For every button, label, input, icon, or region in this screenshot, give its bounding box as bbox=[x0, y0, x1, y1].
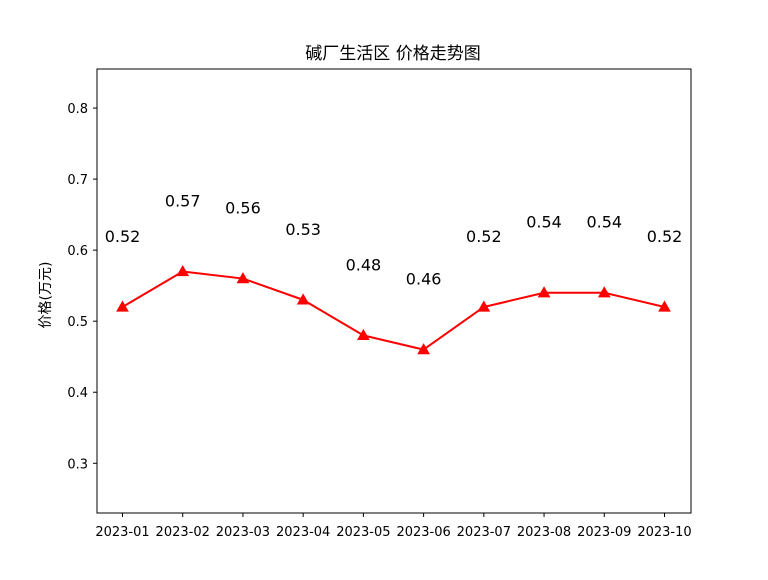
data-label: 0.57 bbox=[165, 191, 201, 210]
data-label: 0.56 bbox=[225, 199, 261, 218]
x-tick-label: 2023-01 bbox=[95, 525, 149, 540]
price-series-line bbox=[121, 270, 665, 351]
y-tick-label: 0.3 bbox=[67, 457, 88, 472]
data-label: 0.54 bbox=[526, 213, 562, 232]
x-tick-label: 2023-10 bbox=[637, 525, 691, 540]
x-tick-label: 2023-04 bbox=[276, 525, 330, 540]
data-label: 0.52 bbox=[647, 227, 683, 246]
data-point-marker bbox=[357, 328, 370, 341]
data-point-marker bbox=[658, 300, 671, 312]
y-tick-label: 0.5 bbox=[67, 315, 88, 330]
data-point-marker bbox=[417, 343, 430, 355]
data-point-marker bbox=[296, 293, 310, 305]
chart-title: 碱厂生活区 价格走势图 bbox=[305, 44, 480, 64]
y-tick-label: 0.8 bbox=[67, 102, 88, 117]
data-label: 0.46 bbox=[406, 270, 442, 289]
x-tick-label: 2023-06 bbox=[396, 525, 450, 540]
y-tick-label: 0.6 bbox=[67, 244, 88, 259]
data-point-marker bbox=[477, 300, 491, 312]
x-tick-label: 2023-09 bbox=[577, 525, 631, 540]
data-label: 0.53 bbox=[285, 220, 321, 239]
y-tick-label: 0.7 bbox=[67, 173, 88, 188]
x-tick-label: 2023-03 bbox=[216, 525, 270, 540]
data-point-marker bbox=[537, 286, 551, 298]
data-point-marker bbox=[176, 264, 190, 277]
x-tick-label: 2023-07 bbox=[457, 525, 511, 540]
data-point-marker bbox=[597, 286, 611, 298]
plot-frame bbox=[96, 68, 692, 514]
data-label: 0.54 bbox=[586, 213, 622, 232]
x-tick-label: 2023-08 bbox=[517, 525, 571, 540]
data-label: 0.48 bbox=[346, 255, 382, 274]
data-label: 0.52 bbox=[466, 227, 502, 246]
x-tick-label: 2023-02 bbox=[156, 525, 210, 540]
y-tick-label: 0.4 bbox=[67, 386, 88, 401]
data-point-marker bbox=[236, 272, 250, 284]
y-axis-label: 价格(万元) bbox=[38, 262, 54, 329]
data-point-marker bbox=[116, 300, 129, 312]
chart-marks: 0.3 0.4 0.5 0.6 0.7 0.8 2023-01 2023-02 2023-03 2… bbox=[67, 68, 692, 540]
x-tick-label: 2023-05 bbox=[336, 525, 390, 540]
data-label: 0.52 bbox=[105, 227, 141, 246]
